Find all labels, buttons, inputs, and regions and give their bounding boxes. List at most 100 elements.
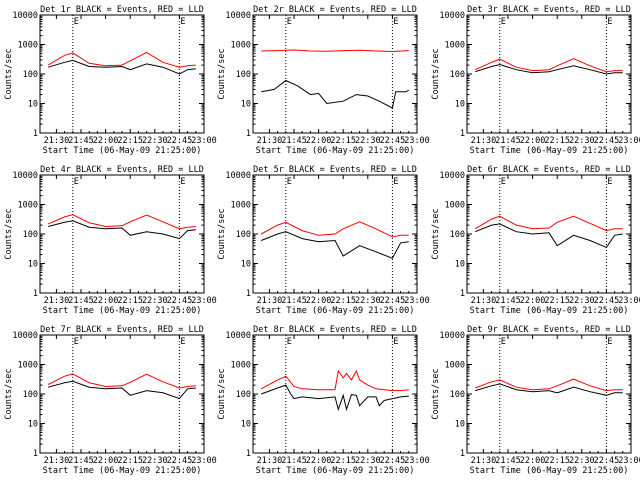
events-series-line — [261, 231, 409, 259]
panel-title: Det 3r BLACK = Events, RED = LLD — [467, 5, 631, 15]
x-tick-label: 23:00 — [191, 136, 217, 146]
x-tick-label: 23:00 — [404, 136, 430, 146]
time-marker-label: E — [287, 177, 292, 187]
x-axis-label: Start Time (06-May-09 21:25:00) — [256, 306, 415, 316]
time-marker-label: E — [180, 177, 185, 187]
y-tick-label: 1000 — [231, 41, 251, 51]
y-tick-label: 100 — [236, 70, 251, 80]
y-tick-label: 100 — [236, 230, 251, 240]
events-series-line — [48, 380, 196, 400]
x-axis-label: Start Time (06-May-09 21:25:00) — [470, 146, 629, 156]
x-tick-label: 22:30 — [355, 136, 381, 146]
x-tick-label: 21:45 — [68, 296, 94, 306]
panel-title: Det 7r BLACK = Events, RED = LLD — [40, 325, 204, 335]
y-tick-label: 1000 — [18, 201, 38, 211]
x-tick-label: 21:30 — [257, 456, 283, 466]
y-axis-label: Counts/sec — [431, 48, 441, 99]
x-tick-label: 22:15 — [544, 136, 570, 146]
y-tick-label: 10000 — [12, 331, 38, 341]
x-tick-label: 22:00 — [306, 136, 332, 146]
x-tick-label: 21:30 — [44, 296, 70, 306]
x-tick-label: 23:00 — [191, 296, 217, 306]
detector-panel-7: Det 7r BLACK = Events, RED = LLD 21:30 21:… — [4, 325, 217, 476]
x-tick-label: 22:15 — [330, 456, 356, 466]
y-tick-label: 1 — [33, 289, 38, 299]
y-tick-label: 10000 — [439, 171, 465, 181]
lld-series-line — [474, 58, 623, 73]
lld-series-line — [260, 369, 409, 392]
events-series-line — [475, 63, 623, 75]
y-tick-label: 10 — [28, 420, 38, 430]
detector-panel-6: Det 6r BLACK = Events, RED = LLD 21:30 21:… — [431, 165, 640, 316]
events-series-line — [475, 223, 623, 249]
y-axis-label: Counts/sec — [431, 368, 441, 419]
lld-series-line — [261, 49, 409, 53]
lld-series-line — [48, 214, 196, 230]
panel-title: Det 5r BLACK = Events, RED = LLD — [253, 165, 417, 175]
x-axis-label: Start Time (06-May-09 21:25:00) — [470, 466, 629, 476]
x-tick-label: 22:30 — [142, 296, 168, 306]
x-tick-label: 21:30 — [257, 296, 283, 306]
detector-panel-1: Det 1r BLACK = Events, RED = LLD 21:30 21:… — [4, 5, 217, 156]
y-tick-label: 10 — [28, 260, 38, 270]
y-tick-label: 100 — [450, 390, 465, 400]
time-marker-label: E — [501, 177, 506, 187]
panel-title: Det 4r BLACK = Events, RED = LLD — [40, 165, 204, 175]
x-tick-label: 21:45 — [68, 456, 94, 466]
x-tick-label: 22:30 — [569, 456, 595, 466]
x-tick-label: 21:45 — [68, 136, 94, 146]
y-axis-label: Counts/sec — [217, 208, 227, 259]
x-tick-label: 22:45 — [594, 296, 620, 306]
time-marker-label: E — [393, 17, 398, 27]
y-tick-label: 10000 — [439, 11, 465, 21]
time-marker-label: E — [74, 177, 79, 187]
plot-frame — [466, 334, 632, 454]
lld-series-line — [47, 373, 196, 389]
y-tick-label: 1 — [460, 129, 465, 139]
detector-panel-8: Det 8r BLACK = Events, RED = LLD 21:30 21:… — [217, 325, 430, 476]
x-tick-label: 22:30 — [569, 136, 595, 146]
x-tick-label: 22:45 — [594, 456, 620, 466]
y-tick-label: 10 — [241, 100, 251, 110]
y-tick-label: 1 — [33, 129, 38, 139]
x-tick-label: 22:30 — [355, 456, 381, 466]
events-series-line — [261, 79, 410, 109]
x-axis-label: Start Time (06-May-09 21:25:00) — [43, 466, 202, 476]
y-tick-label: 10000 — [225, 11, 251, 21]
y-tick-label: 1000 — [231, 361, 251, 371]
x-tick-label: 22:15 — [330, 296, 356, 306]
lld-series-line — [260, 221, 409, 238]
y-tick-label: 10 — [241, 260, 251, 270]
x-tick-label: 22:45 — [380, 296, 406, 306]
y-tick-label: 100 — [236, 390, 251, 400]
y-tick-label: 10 — [241, 420, 251, 430]
y-tick-label: 10000 — [12, 11, 38, 21]
y-tick-label: 1 — [246, 129, 251, 139]
detector-panel-4: Det 4r BLACK = Events, RED = LLD 21:30 21:… — [4, 165, 217, 316]
plot-frame — [39, 334, 205, 454]
y-tick-label: 100 — [450, 230, 465, 240]
y-tick-label: 100 — [23, 230, 38, 240]
y-tick-label: 1 — [460, 449, 465, 459]
x-tick-label: 21:45 — [281, 136, 307, 146]
y-axis-label: Counts/sec — [4, 48, 14, 99]
y-tick-label: 1000 — [231, 201, 251, 211]
y-axis-label: Counts/sec — [217, 368, 227, 419]
time-marker-label: E — [180, 337, 185, 347]
y-tick-label: 1000 — [445, 201, 465, 211]
y-tick-label: 10 — [28, 100, 38, 110]
y-axis-label: Counts/sec — [217, 48, 227, 99]
x-tick-label: 21:30 — [471, 456, 497, 466]
events-series-line — [48, 59, 196, 75]
x-tick-label: 23:00 — [618, 296, 640, 306]
y-axis-label: Counts/sec — [431, 208, 441, 259]
time-marker-label: E — [607, 177, 612, 187]
x-tick-label: 21:45 — [495, 456, 521, 466]
panel-title: Det 6r BLACK = Events, RED = LLD — [467, 165, 631, 175]
y-tick-label: 100 — [23, 390, 38, 400]
lld-series-line — [475, 378, 623, 392]
x-tick-label: 21:45 — [495, 136, 521, 146]
x-tick-label: 22:45 — [167, 136, 193, 146]
x-tick-label: 22:30 — [142, 136, 168, 146]
